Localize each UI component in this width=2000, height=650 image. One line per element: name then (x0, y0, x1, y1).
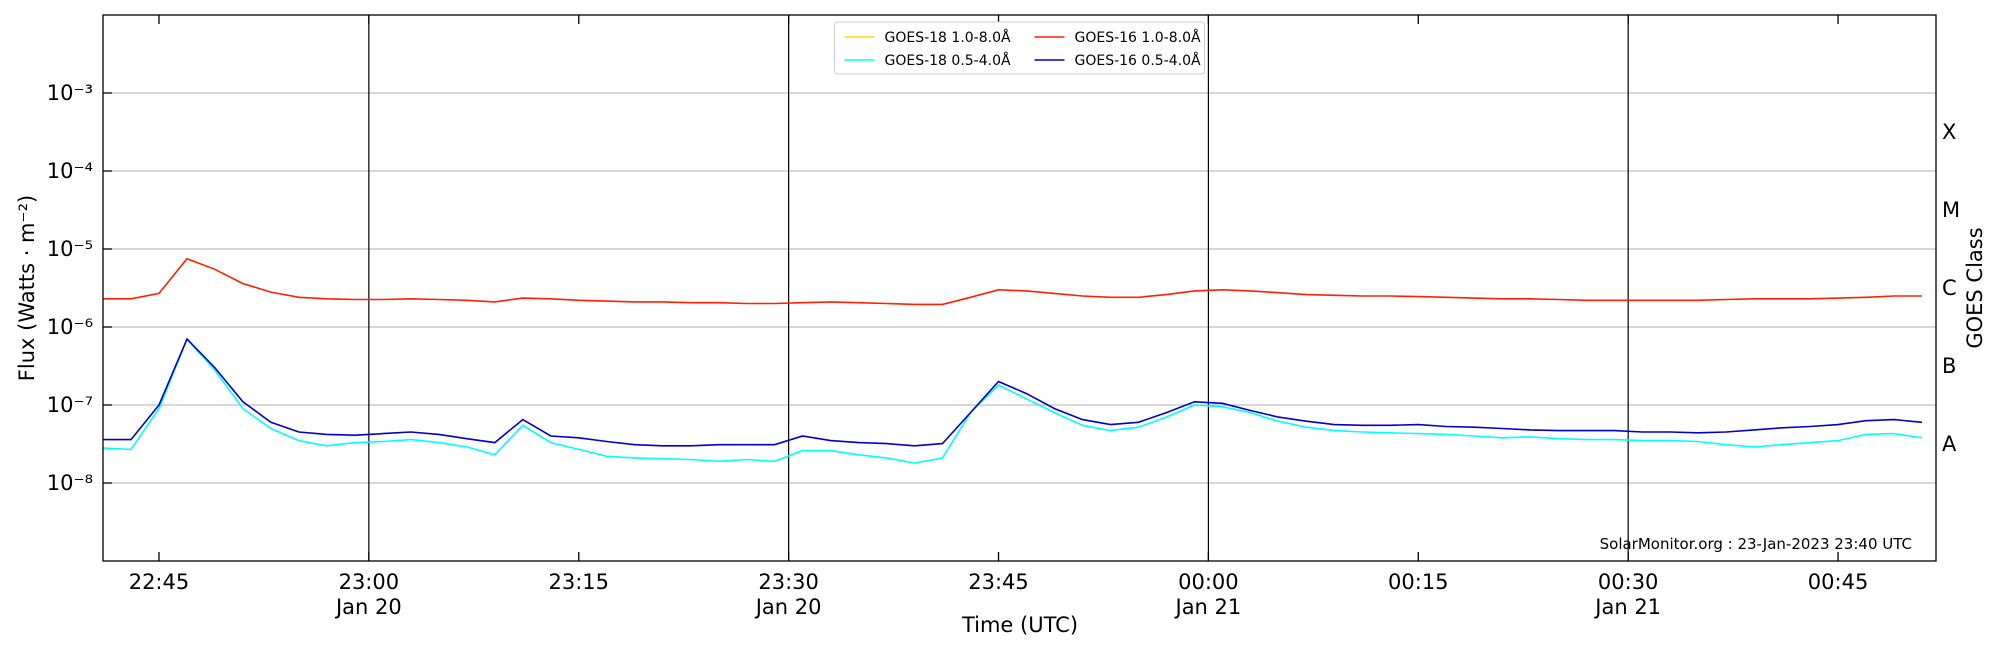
x-axis-label: Time (UTC) (961, 613, 1078, 637)
x-tick-label-line: 00:00 (1178, 570, 1239, 594)
x-tick-label: 23:45 (968, 570, 1029, 594)
x-tick-label-line: Jan 21 (1593, 595, 1661, 619)
x-tick-label: 00:15 (1388, 570, 1449, 594)
series-line (103, 337, 1923, 447)
x-tick-label-line: Jan 21 (1174, 595, 1242, 619)
x-tick-label: 23:00 Jan 20 (334, 570, 402, 619)
legend-label: GOES-18 0.5-4.0Å (885, 52, 1011, 69)
legend-box (834, 21, 1205, 75)
y2-tick-label: X (1942, 120, 1956, 144)
x-tick-label: 00:30 Jan 21 (1593, 570, 1661, 619)
y-tick-label: 10⁻⁴ (47, 159, 93, 183)
x-tick-label-line: Jan 20 (754, 595, 822, 619)
x-tick-label: 23:15 (548, 570, 609, 594)
series-line (102, 337, 1923, 464)
x-tick-label-line: 22:45 (129, 570, 190, 594)
legend-label: GOES-16 0.5-4.0Å (1075, 52, 1201, 69)
x-tick-label: 23:30 Jan 20 (754, 570, 822, 619)
x-tick-label-line: Jan 20 (334, 595, 402, 619)
plot-frame (102, 14, 1937, 562)
series-line (103, 257, 1922, 306)
y-tick-label: 10⁻⁶ (47, 315, 93, 339)
y2-axis-label: GOES Class (1963, 227, 1987, 348)
y-tick-label: 10⁻⁷ (47, 393, 93, 417)
y2-tick-label: C (1942, 276, 1957, 300)
x-tick-label-line: 00:30 (1598, 570, 1659, 594)
x-tick-label: 00:45 (1808, 570, 1869, 594)
y-tick-label: 10⁻³ (47, 81, 93, 105)
y-tick-label: 10⁻⁸ (47, 471, 93, 495)
y-tick-label: 10⁻⁵ (47, 237, 93, 261)
legend: GOES-18 1.0-8.0Å GOES-18 0.5-4.0Å GOES-16 … (834, 21, 1205, 75)
x-tick-label: 22:45 (129, 570, 190, 594)
y2-tick-label: B (1942, 354, 1956, 378)
x-tick-label-line: 00:15 (1388, 570, 1449, 594)
y2-tick-label: M (1942, 198, 1960, 222)
x-tick-label: 00:00 Jan 21 (1174, 570, 1242, 619)
y-axis-label: Flux (Watts · m⁻²) (15, 195, 39, 381)
annotation: SolarMonitor.org : 23-Jan-2023 23:40 UTC (1600, 535, 1912, 553)
x-tick-label-line: 00:45 (1808, 570, 1869, 594)
legend-label: GOES-16 1.0-8.0Å (1075, 29, 1201, 46)
x-tick-label-line: 23:00 (339, 570, 400, 594)
x-tick-label-line: 23:30 (758, 570, 819, 594)
x-tick-label-line: 23:45 (968, 570, 1029, 594)
y2-tick-label: A (1942, 432, 1957, 456)
x-tick-label-line: 23:15 (548, 570, 609, 594)
legend-label: GOES-18 1.0-8.0Å (885, 29, 1011, 46)
